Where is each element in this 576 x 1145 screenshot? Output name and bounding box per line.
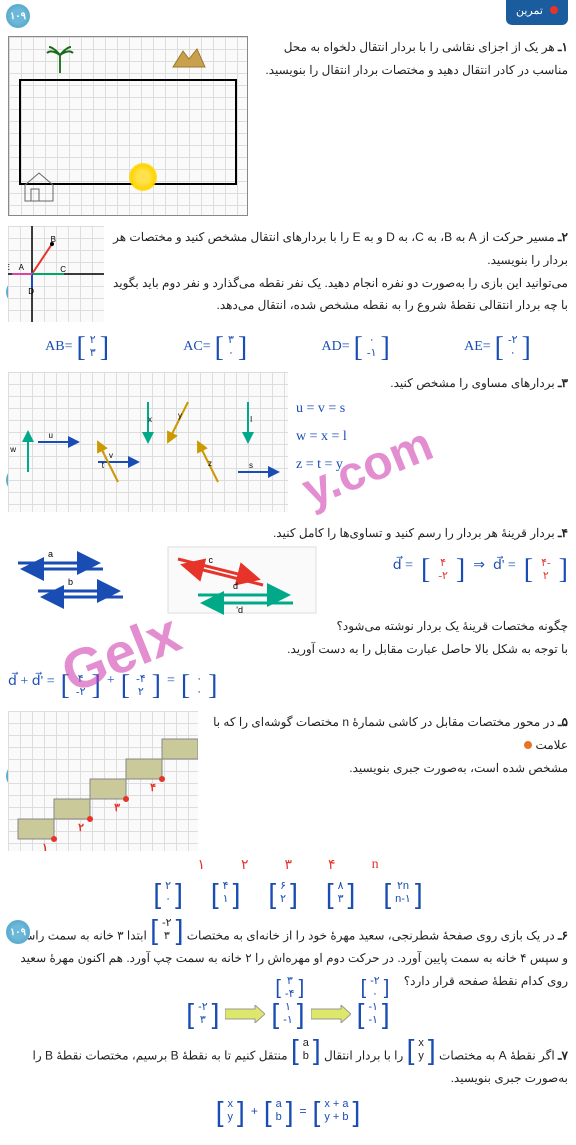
q4-body: بردار قرینهٔ هر بردار را رسم کنید و تساو… <box>273 526 555 540</box>
q7-num: ۷ـ <box>558 1048 568 1062</box>
svg-text:۱: ۱ <box>42 842 48 851</box>
svg-text:c: c <box>209 555 214 565</box>
q2-body2: می‌توانید این بازی را به‌صورت دو نفره ان… <box>113 276 568 313</box>
page-number-badge-5: ۱۰۹ <box>6 920 30 944</box>
q6-body: در یک بازی روی صفحهٔ شطرنجی، سعید مهرهٔ … <box>187 928 555 942</box>
AE-label: AE= <box>464 339 491 355</box>
q2-vectors: AB= [۲۳] AC= [۳۰] AD= [۰-۱] AE= [-۲۰] <box>8 334 568 360</box>
svg-text:E: E <box>8 263 10 272</box>
q5-body2: مشخص شده است، به‌صورت جبری بنویسید. <box>349 761 568 775</box>
q4-figure: a b c d d' <box>8 545 318 615</box>
svg-text:b: b <box>68 577 73 587</box>
q4-text2: چگونه مختصات قرینهٔ یک بردار نوشته می‌شو… <box>8 615 568 638</box>
q3-num: ۳ـ <box>558 376 568 390</box>
q7-equation: [xy] + [ab] = [x + ay + b] <box>8 1098 568 1124</box>
vec-AD: AD= [۰-۱] <box>321 334 389 360</box>
q6-flow: [-۲۳] [۳-۴] [۱-۱] [-۲۰] [-۱-۱] <box>8 1001 568 1027</box>
question-6: ۶ـ در یک بازی روی صفحهٔ شطرنجی، سعید مهر… <box>8 917 568 1027</box>
flow-arrow-icon <box>225 1005 265 1023</box>
flow-arrow-icon-2 <box>311 1005 351 1023</box>
vec-AE: AE= [-۲۰] <box>464 334 531 360</box>
question-5: ۱ ۲ ۳ ۴ ۵ـ در محور مختصات مقابل در کاشی … <box>8 711 568 906</box>
q2-body: مسیر حرکت از A به B، به C، به D و به E ر… <box>113 230 568 267</box>
q1-body: هر یک از اجزای نقاشی را با بردار انتقال … <box>265 40 568 77</box>
svg-text:d': d' <box>236 605 243 615</box>
svg-text:s: s <box>249 461 253 470</box>
svg-text:x: x <box>148 415 152 424</box>
svg-text:A: A <box>19 263 25 272</box>
vec-AB: AB= [۲۳] <box>45 334 109 360</box>
svg-text:۴: ۴ <box>150 782 156 794</box>
svg-text:l: l <box>250 415 252 424</box>
svg-text:v: v <box>109 451 113 460</box>
q6-num: ۶ـ <box>558 928 568 942</box>
orange-marker-icon <box>524 741 532 749</box>
question-7: ۷ـ اگر نقطهٔ A به مختصات [xy] را با بردا… <box>8 1037 568 1125</box>
q2-figure: B C D E A <box>8 226 104 322</box>
q4-eq2: d⃗ + d⃗' = [۴-۲] + [-۴۲] = [۰۰] <box>8 673 568 699</box>
q3-figure: u v w x y z s l t <box>8 372 288 512</box>
q4-eq1: d⃗ = [۴-۲] ⇒ d⃗' = [۴-۲] <box>326 557 568 583</box>
question-3: u v w x y z s l t ۳ـ بردارهای مساوی را م… <box>8 372 568 512</box>
q5-matrices: [۲۰] [۴۱] [۶۲] [۸۳] [۲nn-۱] <box>8 880 568 906</box>
svg-text:d: d <box>233 581 238 591</box>
q4-text3: با توجه به شکل بالا حاصل عبارت مقابل را … <box>8 638 568 661</box>
AB-label: AB= <box>45 339 72 355</box>
svg-text:۲: ۲ <box>78 822 84 834</box>
svg-text:z: z <box>208 459 212 468</box>
question-4: ۴ـ بردار قرینهٔ هر بردار را رسم کنید و ت… <box>8 522 568 699</box>
q5-figure: ۱ ۲ ۳ ۴ <box>8 711 198 851</box>
q7-body2: را با بردار انتقال <box>324 1048 403 1062</box>
exercise-tab: تمرین <box>506 0 568 25</box>
q3-body: بردارهای مساوی را مشخص کنید. <box>390 376 554 390</box>
svg-text:a: a <box>48 549 53 559</box>
page-number-badge: ۱۰۹ <box>6 4 30 28</box>
svg-text:y: y <box>178 411 182 420</box>
question-1: ۱ـ هر یک از اجزای نقاشی را با بردار انتق… <box>8 36 568 216</box>
mountain-icon <box>171 45 207 69</box>
q5-body: در محور مختصات مقابل در کاشی شمارهٔ n مخ… <box>213 715 568 752</box>
q4-num: ۴ـ <box>558 526 568 540</box>
svg-text:۳: ۳ <box>114 802 120 814</box>
q1-figure <box>8 36 248 216</box>
q5-num: ۵ـ <box>558 715 568 729</box>
AD-label: AD= <box>321 339 349 355</box>
sun-icon <box>129 163 157 191</box>
vec-AC: AC= [۳۰] <box>183 334 247 360</box>
red-dot-icon <box>550 6 558 14</box>
svg-text:u: u <box>49 431 53 440</box>
q2-num: ۲ـ <box>558 230 568 244</box>
svg-text:C: C <box>60 265 66 274</box>
question-2: B C D E A ۲ـ مسیر حرکت از A به B، به C، … <box>8 226 568 322</box>
q7-body: اگر نقطهٔ A به مختصات <box>439 1048 555 1062</box>
house-icon <box>21 167 57 203</box>
tab-label: تمرین <box>516 5 543 17</box>
q4-text: ۴ـ بردار قرینهٔ هر بردار را رسم کنید و ت… <box>8 522 568 545</box>
svg-text:w: w <box>9 445 16 454</box>
q5-numbers: ۱ ۲ ۳ ۴ n <box>8 857 568 874</box>
palm-tree-icon <box>45 43 75 73</box>
q1-num: ۱ـ <box>558 40 568 54</box>
q7-text: ۷ـ اگر نقطهٔ A به مختصات [xy] را با بردا… <box>8 1037 568 1090</box>
svg-text:D: D <box>28 287 34 296</box>
AC-label: AC= <box>183 339 210 355</box>
svg-text:B: B <box>51 235 56 244</box>
